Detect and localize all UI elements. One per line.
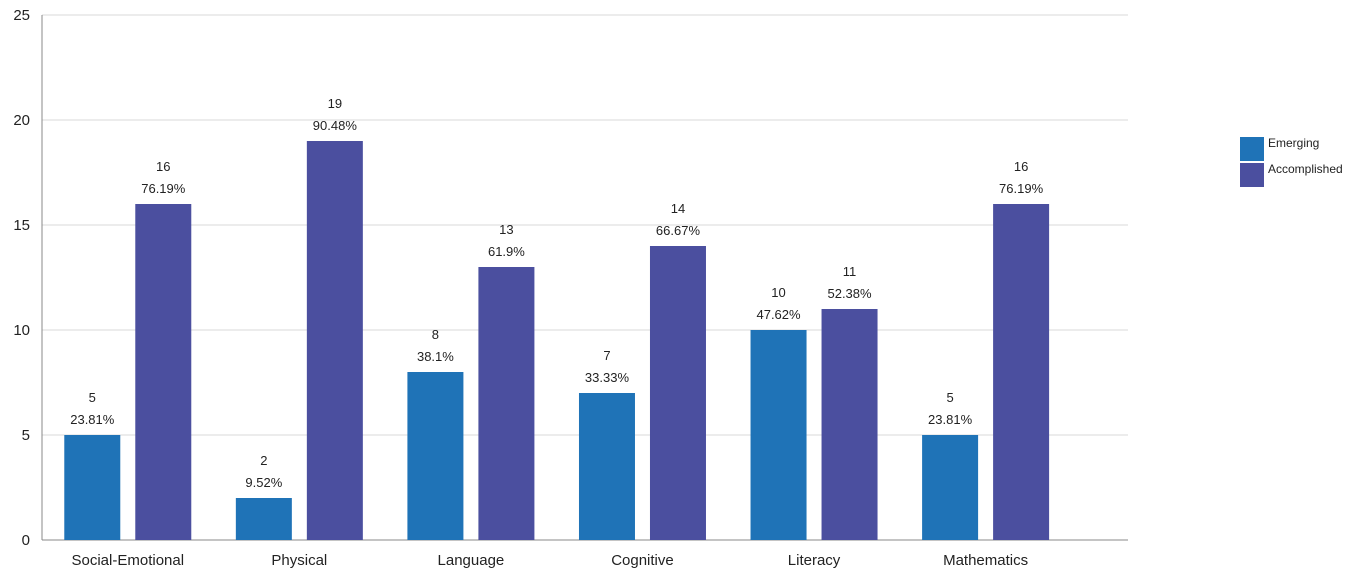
data-label-percent: 76.19%	[999, 181, 1044, 196]
bar-emerging-social-emotional[interactable]	[64, 435, 121, 540]
legend: Emerging Accomplished	[1240, 136, 1343, 188]
x-category-label: Literacy	[788, 552, 841, 569]
data-label-percent: 61.9%	[488, 244, 525, 259]
data-label-count: 13	[499, 222, 513, 237]
y-tick-label: 20	[13, 112, 30, 129]
data-label-count: 14	[671, 201, 685, 216]
data-label-count: 5	[89, 390, 96, 405]
data-label-percent: 33.33%	[585, 370, 630, 385]
data-label-count: 11	[843, 264, 857, 279]
data-label-count: 10	[771, 285, 785, 300]
x-category-label: Cognitive	[611, 552, 674, 569]
data-label-percent: 23.81%	[70, 412, 115, 427]
data-label-percent: 38.1%	[417, 349, 454, 364]
data-label-percent: 52.38%	[827, 286, 872, 301]
bar-emerging-physical[interactable]	[235, 498, 292, 540]
bar-accomplished-physical[interactable]	[306, 141, 363, 540]
y-tick-label: 15	[13, 217, 30, 234]
legend-item-emerging[interactable]: Emerging	[1240, 136, 1343, 161]
x-category-label: Mathematics	[943, 552, 1028, 569]
y-tick-label: 10	[13, 322, 30, 339]
legend-swatch-accomplished	[1240, 162, 1264, 187]
data-label-count: 16	[1014, 159, 1028, 174]
x-category-label: Physical	[271, 552, 327, 569]
y-tick-label: 5	[22, 427, 30, 444]
data-label-count: 16	[156, 159, 170, 174]
data-label-count: 2	[260, 453, 267, 468]
data-label-percent: 47.62%	[756, 307, 801, 322]
x-category-label: Social-Emotional	[72, 552, 185, 569]
legend-swatch-emerging	[1240, 136, 1264, 161]
legend-item-accomplished[interactable]: Accomplished	[1240, 162, 1343, 187]
bar-emerging-language[interactable]	[407, 372, 464, 540]
bar-accomplished-cognitive[interactable]	[649, 246, 706, 540]
data-label-count: 5	[946, 390, 953, 405]
bar-accomplished-social-emotional[interactable]	[135, 204, 192, 540]
bar-emerging-cognitive[interactable]	[578, 393, 635, 540]
y-tick-label: 25	[13, 7, 30, 24]
data-label-percent: 9.52%	[245, 475, 282, 490]
bar-accomplished-literacy[interactable]	[821, 309, 878, 540]
legend-label-emerging: Emerging	[1268, 135, 1320, 150]
data-label-count: 7	[603, 348, 610, 363]
bars	[64, 141, 1050, 540]
x-axis: Social-Emotional Physical Language Cognitiv…	[72, 552, 1029, 569]
data-label-percent: 66.67%	[656, 223, 701, 238]
y-axis: 0 5 10 15 20 25	[13, 7, 43, 549]
bar-accomplished-language[interactable]	[478, 267, 535, 540]
bar-emerging-literacy[interactable]	[750, 330, 807, 540]
bar-emerging-mathematics[interactable]	[922, 435, 979, 540]
data-labels: 5 23.81% 16 76.19% 2 9.52% 19 90.48% 8 38.1% 13 61.…	[70, 96, 1043, 490]
data-label-percent: 23.81%	[928, 412, 973, 427]
legend-label-accomplished: Accomplished	[1268, 161, 1343, 176]
data-label-percent: 90.48%	[313, 118, 358, 133]
data-label-percent: 76.19%	[141, 181, 186, 196]
y-tick-label: 0	[22, 532, 30, 549]
bar-accomplished-mathematics[interactable]	[993, 204, 1050, 540]
data-label-count: 19	[328, 96, 342, 111]
x-category-label: Language	[438, 552, 505, 569]
data-label-count: 8	[432, 327, 439, 342]
